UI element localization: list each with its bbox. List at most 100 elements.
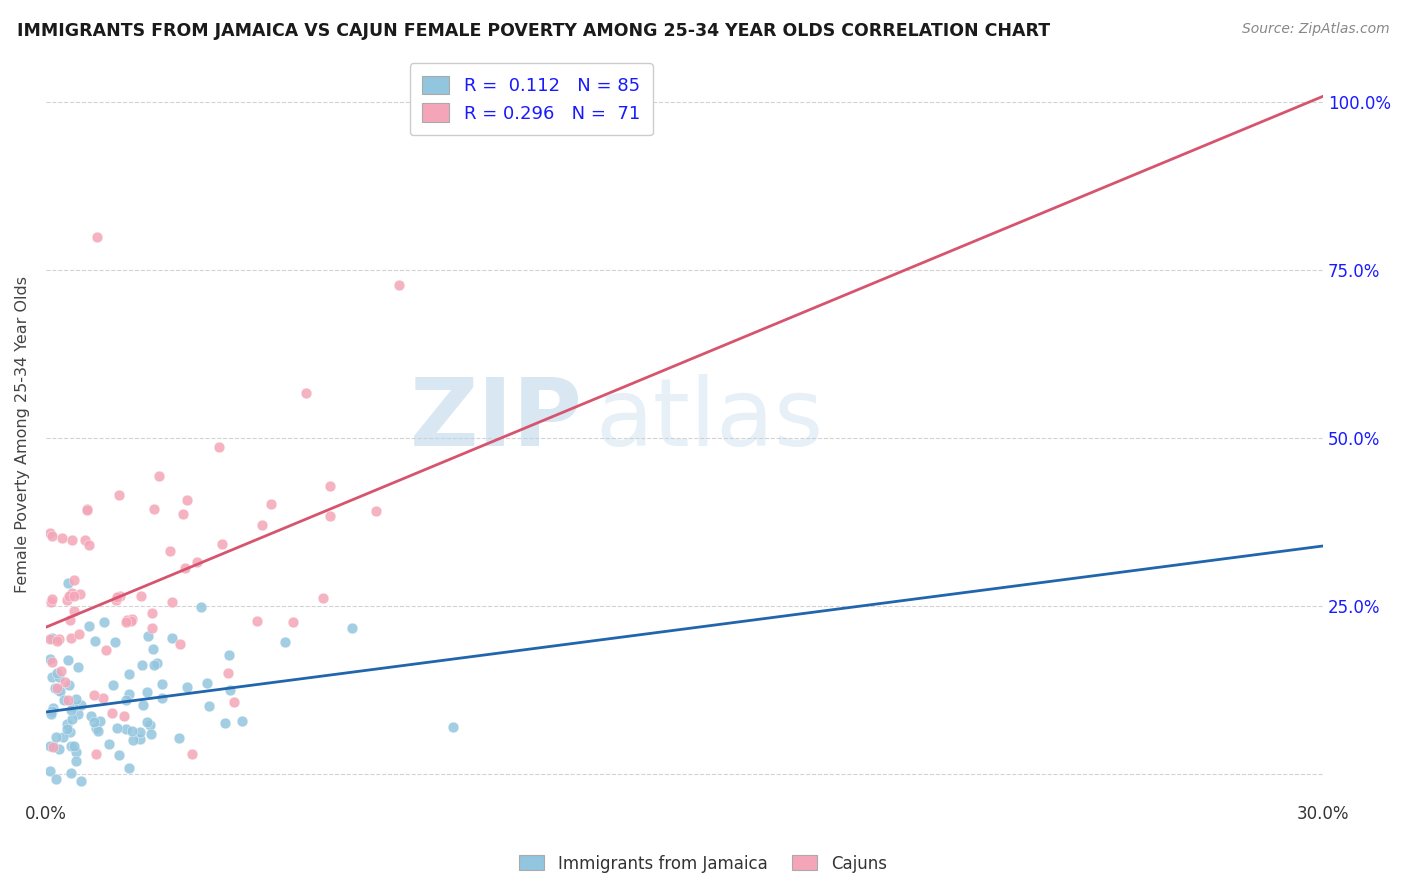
Point — [190, 599, 212, 614]
Point — [66, 660, 89, 674]
Point — [76, 501, 98, 516]
Point — [340, 621, 363, 635]
Point — [77, 619, 100, 633]
Point — [129, 731, 152, 746]
Point — [44, 681, 66, 696]
Point — [69, 773, 91, 788]
Point — [120, 614, 142, 628]
Point — [83, 688, 105, 702]
Point — [77, 538, 100, 552]
Point — [172, 507, 194, 521]
Point — [59, 631, 82, 645]
Point — [121, 724, 143, 739]
Point — [48, 632, 70, 646]
Point — [198, 698, 221, 713]
Point — [150, 691, 173, 706]
Point — [112, 708, 135, 723]
Point — [80, 709, 103, 723]
Point — [222, 695, 245, 709]
Point — [312, 591, 335, 606]
Point — [51, 532, 73, 546]
Point — [208, 440, 231, 454]
Point — [101, 706, 124, 720]
Point — [59, 613, 82, 627]
Point — [160, 595, 183, 609]
Point — [219, 682, 242, 697]
Point — [167, 731, 190, 745]
Legend: Immigrants from Jamaica, Cajuns: Immigrants from Jamaica, Cajuns — [513, 848, 893, 880]
Point — [58, 678, 80, 692]
Point — [70, 698, 93, 713]
Point — [139, 717, 162, 731]
Point — [41, 705, 63, 719]
Point — [259, 497, 281, 511]
Point — [73, 533, 96, 547]
Point — [49, 664, 72, 678]
Point — [46, 634, 69, 648]
Point — [65, 754, 87, 768]
Point — [60, 533, 83, 547]
Point — [169, 637, 191, 651]
Point — [217, 666, 239, 681]
Text: Source: ZipAtlas.com: Source: ZipAtlas.com — [1241, 22, 1389, 37]
Text: atlas: atlas — [595, 374, 824, 466]
Point — [69, 587, 91, 601]
Point — [48, 742, 70, 756]
Point — [129, 589, 152, 603]
Point — [59, 765, 82, 780]
Point — [110, 590, 132, 604]
Point — [53, 693, 76, 707]
Point — [41, 595, 63, 609]
Point — [41, 671, 63, 685]
Point — [45, 665, 67, 680]
Point — [97, 737, 120, 751]
Point — [118, 666, 141, 681]
Point — [39, 651, 62, 665]
Point — [218, 648, 240, 662]
Point — [143, 657, 166, 672]
Point — [66, 706, 89, 721]
Point — [142, 642, 165, 657]
Point — [39, 632, 62, 646]
Point — [60, 712, 83, 726]
Point — [93, 615, 115, 629]
Point — [121, 612, 143, 626]
Legend: R =  0.112   N = 85, R = 0.296   N =  71: R = 0.112 N = 85, R = 0.296 N = 71 — [409, 63, 652, 136]
Point — [135, 715, 157, 730]
Point — [150, 677, 173, 691]
Point — [58, 589, 80, 603]
Point — [129, 724, 152, 739]
Point — [46, 682, 69, 697]
Point — [56, 593, 79, 607]
Point — [41, 655, 63, 669]
Point — [91, 691, 114, 706]
Point — [65, 745, 87, 759]
Point — [94, 643, 117, 657]
Point — [180, 747, 202, 761]
Point — [39, 526, 62, 541]
Text: ZIP: ZIP — [409, 374, 582, 466]
Point — [52, 730, 75, 744]
Point — [41, 591, 63, 606]
Point — [246, 615, 269, 629]
Point — [174, 560, 197, 574]
Point — [146, 656, 169, 670]
Point — [48, 669, 70, 683]
Point — [105, 721, 128, 735]
Point — [62, 699, 84, 714]
Point — [318, 509, 340, 524]
Point — [441, 720, 464, 734]
Point — [62, 739, 84, 754]
Point — [63, 589, 86, 603]
Point — [53, 675, 76, 690]
Point — [281, 615, 304, 629]
Point — [42, 739, 65, 754]
Point — [131, 658, 153, 673]
Point — [160, 631, 183, 645]
Point — [59, 739, 82, 754]
Point — [176, 492, 198, 507]
Point — [159, 543, 181, 558]
Point — [141, 726, 163, 740]
Point — [59, 725, 82, 739]
Y-axis label: Female Poverty Among 25-34 Year Olds: Female Poverty Among 25-34 Year Olds — [15, 277, 30, 593]
